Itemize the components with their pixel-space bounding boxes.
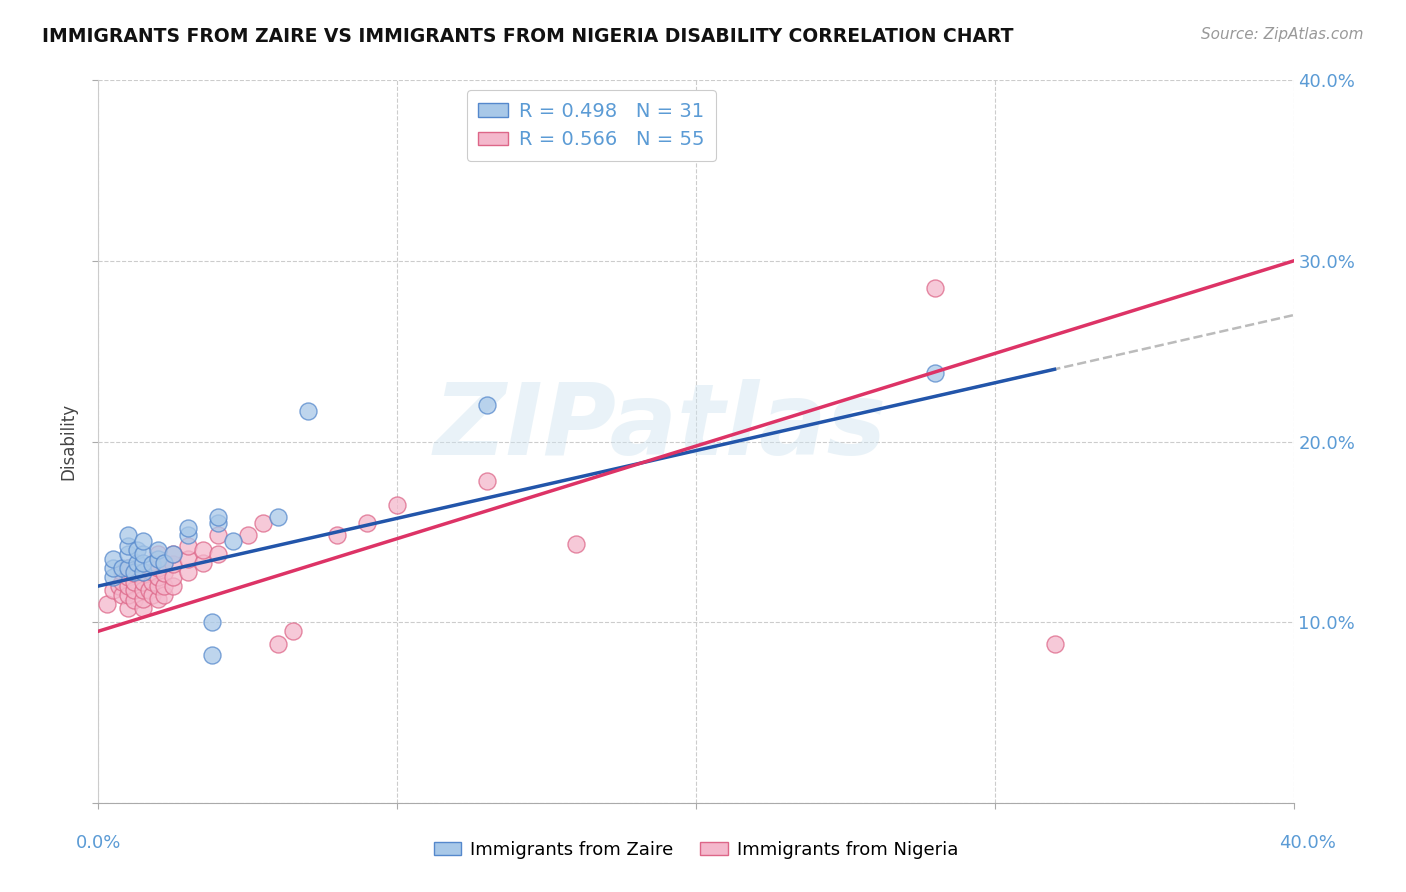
Point <box>281 624 304 639</box>
Point <box>132 600 155 615</box>
Point <box>385 498 409 512</box>
Text: ZIPatlas: ZIPatlas <box>433 378 887 475</box>
Point <box>117 588 139 602</box>
Point <box>111 565 134 579</box>
Point <box>177 528 200 542</box>
Point <box>201 648 224 662</box>
Point <box>153 579 176 593</box>
Point <box>162 547 184 561</box>
Point <box>162 579 184 593</box>
Point <box>127 556 149 570</box>
Point <box>141 575 163 590</box>
Point <box>141 565 163 579</box>
Point <box>124 575 146 590</box>
Point <box>103 552 125 566</box>
Point <box>132 547 155 561</box>
Point <box>117 547 139 561</box>
Point <box>117 561 139 575</box>
Point <box>117 579 139 593</box>
Point <box>117 539 139 553</box>
Point <box>132 565 155 579</box>
Point <box>148 579 170 593</box>
Point <box>141 558 163 572</box>
Text: Source: ZipAtlas.com: Source: ZipAtlas.com <box>1201 27 1364 42</box>
Point <box>162 570 184 584</box>
Point <box>267 637 290 651</box>
Point <box>124 593 146 607</box>
Point <box>153 556 176 570</box>
Point <box>191 542 214 557</box>
Point <box>148 561 170 575</box>
Point <box>132 582 155 597</box>
Point <box>207 510 229 524</box>
Point <box>124 566 146 581</box>
Point <box>924 281 946 295</box>
Text: 40.0%: 40.0% <box>1279 834 1336 852</box>
Y-axis label: Disability: Disability <box>59 403 77 480</box>
Point <box>96 597 118 611</box>
Point <box>153 588 176 602</box>
Legend: Immigrants from Zaire, Immigrants from Nigeria: Immigrants from Zaire, Immigrants from N… <box>427 834 965 866</box>
Text: 0.0%: 0.0% <box>76 834 121 852</box>
Point <box>252 516 274 530</box>
Point <box>236 528 259 542</box>
Point <box>191 556 214 570</box>
Point <box>117 528 139 542</box>
Point <box>103 570 125 584</box>
Point <box>132 565 155 579</box>
Point <box>141 588 163 602</box>
Point <box>124 582 146 597</box>
Point <box>207 547 229 561</box>
Point <box>177 521 200 535</box>
Point <box>103 561 125 575</box>
Point <box>117 570 139 584</box>
Point <box>924 366 946 380</box>
Point <box>127 542 149 557</box>
Point <box>475 398 498 412</box>
Point <box>201 615 224 630</box>
Text: IMMIGRANTS FROM ZAIRE VS IMMIGRANTS FROM NIGERIA DISABILITY CORRELATION CHART: IMMIGRANTS FROM ZAIRE VS IMMIGRANTS FROM… <box>42 27 1014 45</box>
Point <box>132 533 155 548</box>
Point <box>475 475 498 489</box>
Point <box>565 537 588 551</box>
Point <box>148 552 170 566</box>
Point <box>153 556 176 570</box>
Point <box>111 575 134 590</box>
Point <box>267 510 290 524</box>
Point <box>356 516 378 530</box>
Point <box>103 582 125 597</box>
Point <box>177 565 200 579</box>
Point <box>207 516 229 530</box>
Point <box>117 600 139 615</box>
Point <box>177 552 200 566</box>
Point <box>153 566 176 581</box>
Point <box>117 561 139 575</box>
Point <box>207 528 229 542</box>
Point <box>148 547 170 561</box>
Point <box>148 542 170 557</box>
Point <box>222 533 245 548</box>
Point <box>148 591 170 606</box>
Point <box>111 561 134 575</box>
Point <box>132 556 155 570</box>
Point <box>326 528 349 542</box>
Point <box>132 575 155 590</box>
Point <box>177 539 200 553</box>
Point <box>162 547 184 561</box>
Point <box>148 570 170 584</box>
Point <box>297 404 319 418</box>
Point <box>111 588 134 602</box>
Point <box>124 565 146 579</box>
Point <box>162 558 184 572</box>
Point <box>138 582 160 597</box>
Point <box>132 591 155 606</box>
Point <box>108 579 131 593</box>
Point <box>1043 637 1066 651</box>
